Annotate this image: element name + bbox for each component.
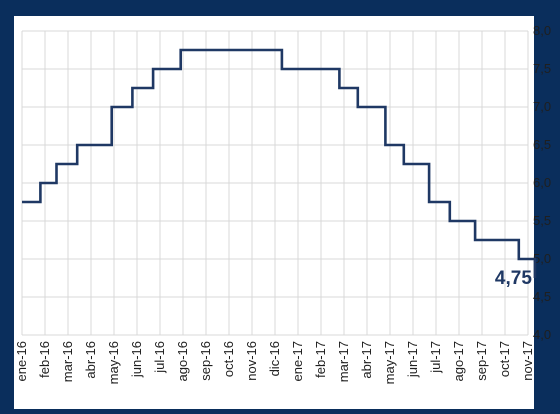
y-tick-label: 5,0 (533, 251, 551, 266)
y-tick-label: 6,0 (533, 175, 551, 190)
x-tick-label: jul-16 (152, 341, 167, 374)
x-tick-label: sep-16 (198, 341, 213, 381)
y-tick-label: 4,0 (533, 327, 551, 342)
x-tick-label: ago-16 (175, 341, 190, 381)
plot-area (14, 16, 534, 409)
x-tick-label: jun-16 (129, 341, 144, 378)
x-tick-label: abr-17 (359, 341, 374, 379)
grid-layer (21, 30, 529, 336)
x-tick-label: jul-17 (428, 341, 443, 374)
y-axis: 8,0 7,5 7,0 6,5 6,0 5,5 5,0 4,5 4,0 (533, 23, 551, 342)
x-tick-label: dic-16 (267, 341, 282, 376)
annotation-layer: 4,75 (495, 268, 532, 289)
series-layer (22, 48, 537, 278)
x-tick-label: mar-17 (336, 341, 351, 382)
y-tick-label: 7,0 (533, 99, 551, 114)
x-tick-label: feb-16 (37, 341, 52, 378)
y-tick-label: 4,5 (533, 289, 551, 304)
y-tick-label: 6,5 (533, 137, 551, 152)
x-tick-label: ago-17 (451, 341, 466, 381)
x-tick-label: abr-16 (83, 341, 98, 379)
end-value-label: 4,75 (495, 268, 532, 289)
x-tick-label: oct-16 (221, 341, 236, 377)
series-line (22, 48, 537, 278)
x-tick-label: mar-16 (60, 341, 75, 382)
x-axis: ene-16 feb-16 mar-16 abr-16 may-16 jun-16 jul-… (14, 341, 535, 384)
y-tick-label: 7,5 (533, 61, 551, 76)
x-tick-label: nov-17 (520, 341, 535, 381)
y-tick-label: 5,5 (533, 213, 551, 228)
x-tick-label: ene-16 (14, 341, 29, 381)
x-tick-label: oct-17 (497, 341, 512, 377)
x-tick-label: sep-17 (474, 341, 489, 381)
x-tick-label: jun-17 (405, 341, 420, 378)
x-tick-label: ene-17 (290, 341, 305, 381)
x-tick-label: feb-17 (313, 341, 328, 378)
x-tick-label: may-17 (382, 341, 397, 384)
y-tick-label: 8,0 (533, 23, 551, 38)
x-tick-label: may-16 (106, 341, 121, 384)
x-tick-label: nov-16 (244, 341, 259, 381)
